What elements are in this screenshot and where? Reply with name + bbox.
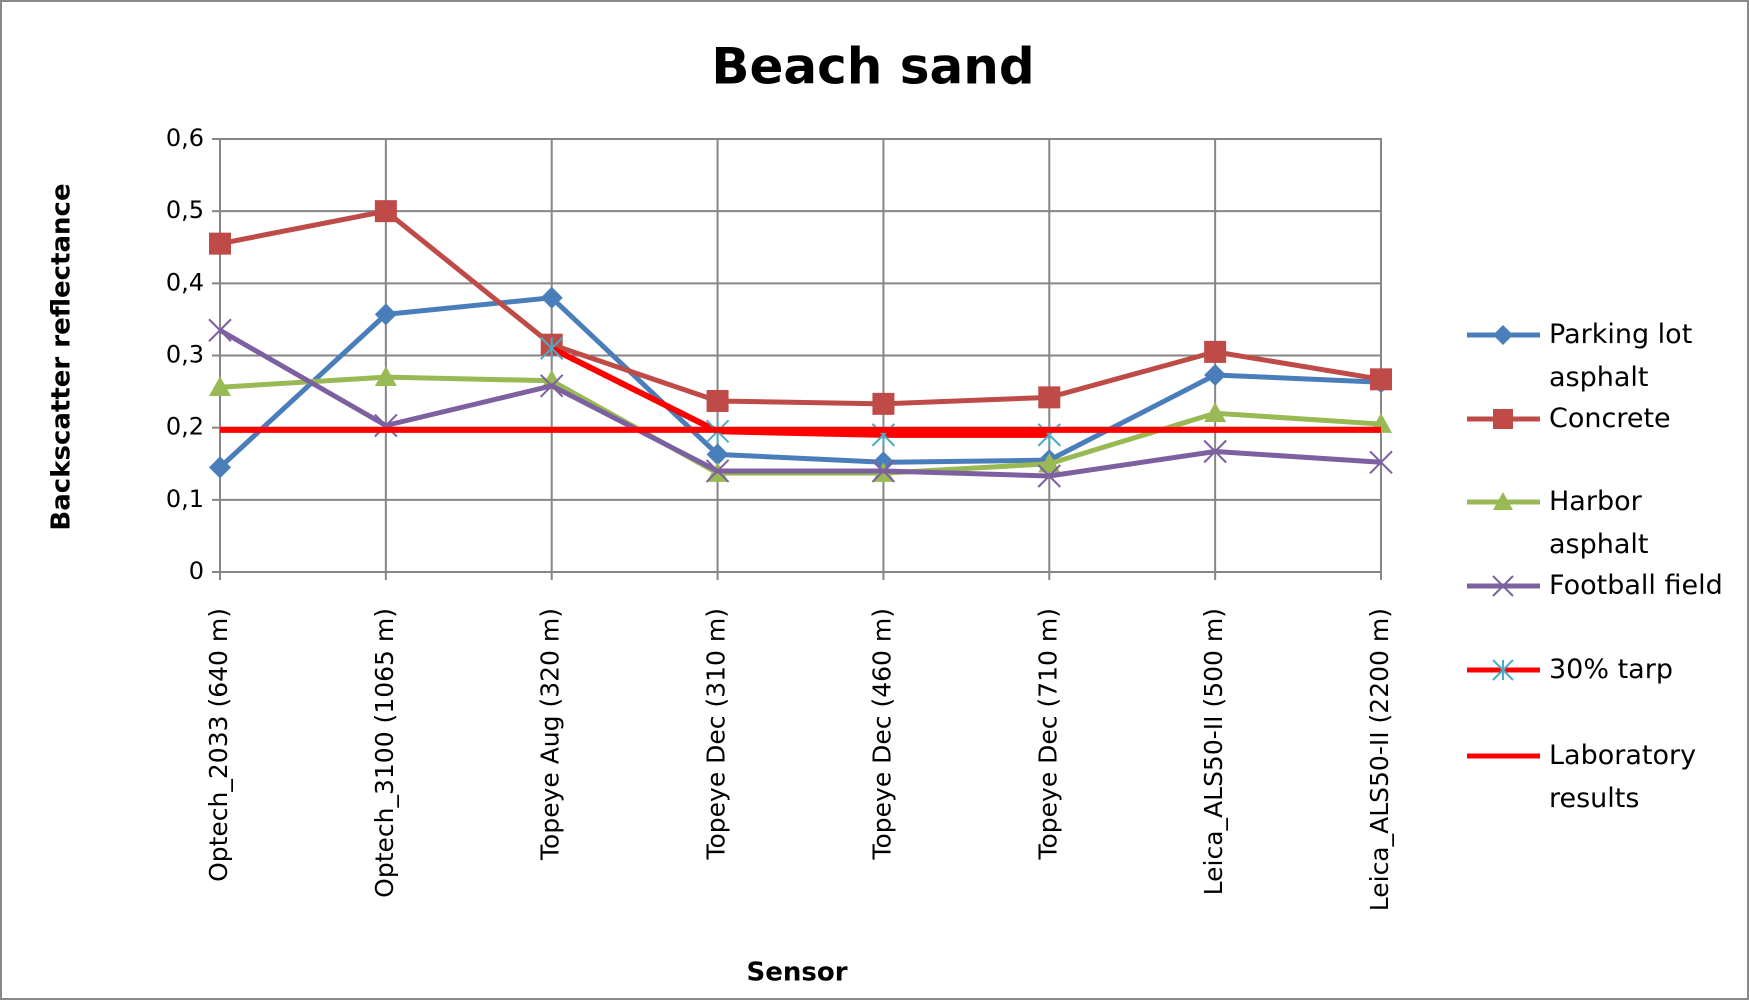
marker	[374, 303, 397, 326]
legend-label: Parking lot asphalt	[1549, 319, 1693, 393]
y-tick-label: 0,4	[166, 268, 204, 296]
marker	[872, 392, 895, 415]
marker	[208, 318, 232, 342]
marker	[374, 413, 398, 438]
marker	[1492, 575, 1514, 597]
legend-label: Football field	[1549, 570, 1723, 601]
marker	[706, 443, 729, 466]
y-tick-label: 0,1	[166, 485, 204, 513]
legend-label: 30% tarp	[1549, 654, 1673, 685]
y-axis-label: Backscatter reflectance	[47, 183, 77, 530]
series-line	[218, 295, 1382, 470]
marker	[540, 336, 564, 360]
x-axis-label: Sensor	[746, 958, 847, 988]
marker	[1369, 450, 1393, 475]
x-tick-label: Leica_ALS50-II (500 m)	[1199, 608, 1228, 895]
marker	[1038, 386, 1061, 409]
x-tick-label: Topeye Dec (460 m)	[867, 608, 896, 861]
marker	[705, 459, 730, 483]
marker	[209, 232, 231, 255]
y-tick-label: 0,2	[166, 413, 204, 441]
marker	[1204, 340, 1227, 363]
marker	[1037, 464, 1061, 488]
marker	[706, 389, 729, 412]
marker	[209, 376, 231, 397]
marker	[1493, 492, 1513, 510]
marker	[1038, 452, 1061, 473]
x-tick-label: Optech_3100 (1065 m)	[370, 608, 399, 898]
x-tick-label: Topeye Aug (320 m)	[536, 608, 565, 861]
x-tick-label: Topeye Dec (310 m)	[702, 608, 731, 861]
marker	[871, 459, 896, 483]
marker	[540, 286, 563, 309]
x-tick-label: Optech_2033 (640 m)	[204, 608, 233, 882]
marker	[209, 456, 231, 479]
chart-title: Beach sand	[711, 38, 1034, 96]
legend-label: Concrete	[1549, 403, 1671, 434]
series-line	[550, 345, 1050, 438]
marker	[1493, 325, 1513, 345]
marker	[1493, 409, 1513, 429]
x-tick-label: Topeye Dec (710 m)	[1033, 608, 1062, 861]
marker	[540, 374, 564, 398]
legend-label: Laboratory results	[1549, 740, 1697, 814]
marker	[1492, 659, 1514, 681]
marker	[374, 200, 397, 223]
marker	[1204, 363, 1227, 386]
legend-label: Harbor asphalt	[1549, 486, 1649, 560]
marker	[1204, 402, 1227, 423]
x-tick-label: Leica_ALS50-II (2200 m)	[1365, 608, 1394, 911]
y-tick-label: 0,3	[166, 341, 204, 369]
marker	[1203, 439, 1227, 464]
y-tick-label: 0,5	[166, 196, 204, 224]
y-tick-label: 0	[189, 557, 204, 585]
marker	[374, 366, 397, 386]
series-line	[219, 208, 1382, 407]
y-tick-label: 0,6	[166, 124, 204, 152]
marker	[1370, 368, 1392, 391]
series-line	[218, 328, 1382, 479]
